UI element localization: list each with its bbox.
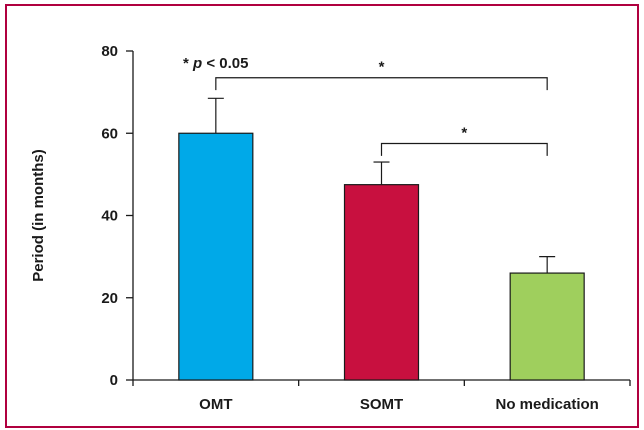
x-tick-label-1: SOMT	[360, 396, 403, 413]
y-tick-label-40: 40	[101, 208, 118, 225]
bar-no-medication	[509, 272, 585, 381]
y-tick-label-80: 80	[101, 43, 118, 60]
significance-bracket-0	[215, 77, 548, 91]
p-value-threshold: < 0.05	[202, 55, 248, 72]
bar-omt	[178, 132, 254, 381]
x-tick-label-0: OMT	[199, 396, 232, 413]
significance-brackets: **	[215, 59, 548, 156]
p-value-note: * p < 0.05	[183, 55, 248, 72]
p-value-star: *	[183, 55, 193, 72]
p-value-symbol: p	[192, 55, 202, 72]
error-bars	[207, 97, 556, 274]
axes: 0 20 40 60 80 OMT SOMT No medication	[101, 43, 631, 413]
y-axis-title: Period (in months)	[30, 149, 47, 282]
y-tick-label-0: 0	[110, 372, 118, 389]
y-tick-label-60: 60	[101, 125, 118, 142]
chart-frame: 0 20 40 60 80 OMT SOMT No medication * * Period …	[5, 4, 639, 428]
y-tick-label-20: 20	[101, 290, 118, 307]
x-tick-label-2: No medication	[495, 396, 598, 413]
bar-somt	[343, 184, 420, 381]
significance-bracket-1	[380, 142, 548, 156]
bars	[178, 132, 585, 381]
significance-star-0: *	[379, 59, 385, 76]
significance-star-1: *	[461, 125, 467, 142]
